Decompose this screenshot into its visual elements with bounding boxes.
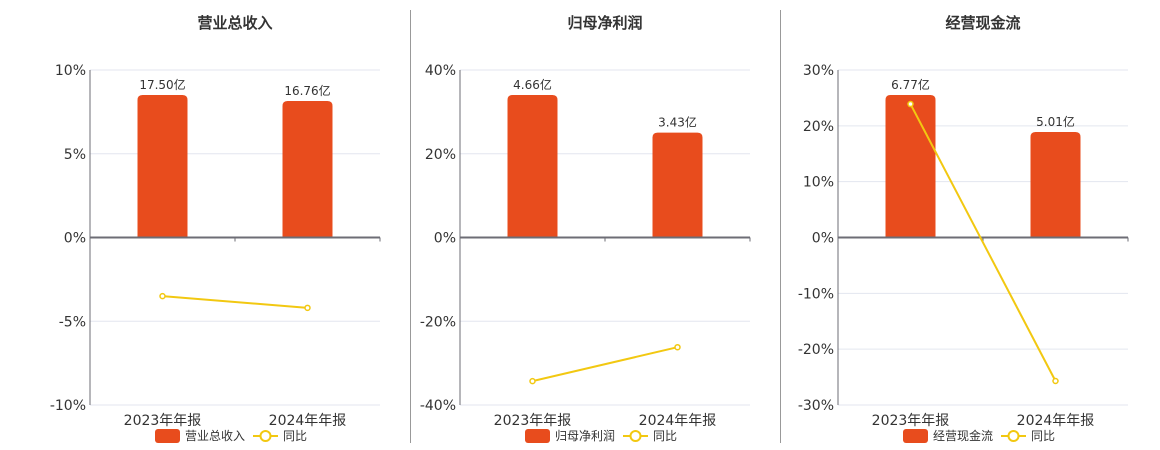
bar-data-label: 16.76亿 [284,83,330,98]
yoy-line [909,103,1057,382]
y-tick-label: -30% [798,398,834,414]
yoy-point [304,304,311,312]
x-tick-label: 2024年年报 [639,413,717,429]
panel-divider [780,10,781,443]
y-tick-label: -5% [59,314,86,330]
bar-data-label: 17.50亿 [139,77,185,92]
bar-data-label: 3.43亿 [658,115,697,130]
legend-line-label: 同比 [1031,429,1055,443]
panel-divider [410,10,411,443]
bar-data-label: 6.77亿 [891,77,930,92]
chart-title: 归母净利润 [567,14,642,32]
y-tick-label: 5% [64,147,86,163]
yoy-point [529,377,536,385]
yoy-point [674,343,681,351]
legend-line-label: 同比 [653,429,677,443]
y-tick-label: -20% [798,342,834,358]
y-tick-label: 0% [64,231,86,247]
legend-line-marker [1007,430,1020,442]
legend-line-marker [259,430,272,442]
bar [137,94,188,238]
bar-data-label: 5.01亿 [1036,114,1075,129]
chart-net-profit: 归母净利润 40% 20% 0% -20% -40% 4.66亿 2023年年报 3.43亿 20… [420,14,751,443]
y-tick-label: 40% [425,63,456,79]
legend-line-marker [629,430,642,442]
bar [652,132,703,238]
legend-bar-label: 营业总收入 [185,429,245,443]
bar-data-label: 4.66亿 [513,77,552,92]
bar [282,100,333,238]
yoy-point [1052,377,1059,385]
y-tick-label: 20% [425,147,456,163]
y-tick-label: 20% [803,119,834,135]
bar [507,94,558,238]
legend-bar-swatch [903,429,928,443]
legend-line-label: 同比 [283,429,307,443]
y-tick-label: 0% [812,231,834,247]
chart-revenue: 营业总收入 10% 5% 0% -5% -10% 17.50亿 2023年年报 16.76亿 20… [50,14,381,443]
yoy-line [532,346,678,383]
bar [885,94,936,238]
legend-bar-swatch [525,429,550,443]
y-tick-label: -10% [798,286,834,302]
y-tick-label: 30% [803,63,834,79]
yoy-point [907,100,914,108]
y-tick-label: 0% [434,231,456,247]
x-tick-label: 2023年年报 [124,413,202,429]
y-tick-label: -10% [50,398,86,414]
chart-cash-flow: 经营现金流 30% 20% 10% 0% -10% -20% -30% 6.77亿 2023年年报… [798,14,1129,443]
x-tick-label: 2023年年报 [872,413,950,429]
legend-bar-label: 归母净利润 [555,429,615,443]
y-tick-label: -20% [420,314,456,330]
yoy-line [162,295,308,309]
chart-title: 营业总收入 [197,14,272,32]
legend-bar-swatch [155,429,180,443]
bar [1030,132,1081,238]
yoy-point [159,292,166,300]
y-tick-label: 10% [803,175,834,191]
chart-title: 经营现金流 [945,14,1020,32]
y-tick-label: 10% [55,63,86,79]
x-tick-label: 2024年年报 [1017,413,1095,429]
y-tick-label: -40% [420,398,456,414]
legend-bar-label: 经营现金流 [933,428,993,443]
x-tick-label: 2024年年报 [269,413,347,429]
x-tick-label: 2023年年报 [494,413,572,429]
